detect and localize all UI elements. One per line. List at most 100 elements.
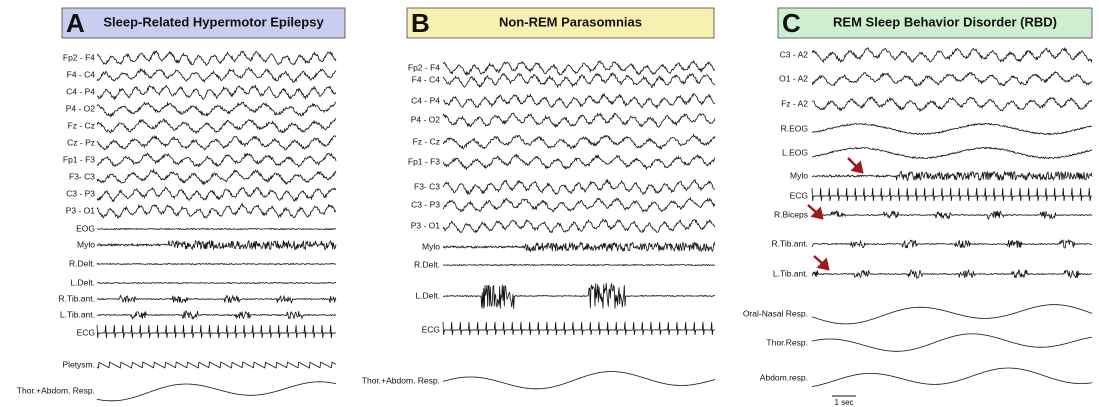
channel-label: R.Delt. [69,258,95,268]
channel-label: Fp2 - F4 [408,62,440,72]
trace [96,50,337,66]
trace [811,367,1092,387]
annotation-arrows [807,157,864,271]
trace [442,93,716,110]
channel-label: P4 - O2 [66,103,96,113]
arrow-head [810,206,824,220]
trace [442,282,715,309]
channel-label: P4 - O2 [411,114,441,124]
trace [96,101,337,118]
channel-label: Abdom.resp. [760,372,808,382]
channel-label: O1 - A2 [779,73,808,83]
title-box [777,7,1093,39]
channel-label: Fz - Cz [413,136,440,146]
channel-label: C4 - P4 [411,95,440,105]
channel-label: L.Tib.ant. [60,309,95,319]
trace [96,281,337,285]
channel-label: L.Delt. [70,277,95,287]
trace [96,239,337,251]
channel-label: C3 - P3 [66,188,95,198]
trace [96,66,337,84]
panel-letter: B [411,8,430,38]
channel-label: Oral-Nasal Resp. [743,308,808,318]
trace [96,381,337,402]
channel-label: L.Tib.ant. [773,268,808,278]
trace [442,263,716,267]
trace [96,202,337,219]
channel-label: Thor.+Abdom. Resp. [17,385,95,395]
title-box [61,7,346,39]
arrow-head [850,160,864,174]
channel-label: F3- C3 [69,171,95,181]
trace [442,153,716,171]
channel-label: L.Delt. [415,290,440,300]
channel-label: ECG [790,190,808,200]
channel-label: Fz - A2 [781,98,808,108]
channel-label: P3 - O1 [66,205,96,215]
channel-label: C3 - P3 [411,199,440,209]
trace [96,168,337,186]
channel-label: R.Delt. [414,259,440,269]
trace [442,178,716,196]
panel: A Sleep-Related Hypermotor Epilepsy Fp2 - … [17,7,346,402]
trace [96,117,337,134]
channel-label: R.Tib.ant. [771,238,808,248]
trace [811,46,1093,64]
trace [442,218,716,234]
title-box [406,7,715,39]
channel-label: Fp1 - F3 [408,156,440,166]
trace [96,361,337,369]
panel-title: REM Sleep Behavior Disorder (RBD) [833,14,1057,29]
channel-label: C3 - A2 [780,49,809,59]
channel-label: C4 - P4 [66,86,95,96]
channel-label: Thor.Resp. [766,337,808,347]
channel-label: Thor.+Abdom. Resp. [362,375,440,385]
panel-letter: C [782,8,801,38]
panel-title: Non-REM Parasomnias [499,14,642,29]
channel-label: Cz - Pz [67,137,95,147]
channel-label: Mylo [790,170,808,180]
trace [96,186,337,203]
channel-label: F4 - C4 [412,74,441,84]
trace [811,238,1093,249]
channel-label: R.Tib.ant. [58,293,95,303]
arrow-head [816,257,830,271]
channel-label: P3 - O1 [411,220,441,230]
channel-label: R.Biceps [774,209,808,219]
trace [811,187,1093,202]
channel-label: Mylo [422,241,440,251]
trace [96,84,337,101]
trace [811,122,1093,136]
trace [811,71,1093,88]
trace [96,262,337,266]
panel-letter: A [66,8,85,38]
trace [812,146,1093,160]
panel-title: Sleep-Related Hypermotor Epilepsy [103,14,324,29]
trace [96,227,337,231]
trace [442,321,716,336]
channel-label: Fp2 - F4 [63,52,95,62]
channel-label: Pletysm. [62,359,95,369]
trace [96,309,336,321]
channel-label: ECG [422,324,440,334]
channel-label: L.EOG [782,147,808,157]
channel-label: ECG [77,327,95,337]
trace [442,133,716,150]
trace [96,324,337,339]
channel-label: R.EOG [781,123,808,133]
trace [811,209,1093,220]
channel-label: EOG [76,223,95,233]
trace [811,268,1093,280]
channel-label: F3- C3 [414,181,440,191]
trace [442,112,716,129]
panel: B Non-REM Parasomnias Fp2 - F4 F4 - C4 C4 - … [362,7,716,390]
trace [96,152,337,168]
panel: C REM Sleep Behavior Disorder (RBD) C3 - A… [743,7,1093,407]
channel-label: F4 - C4 [67,69,96,79]
trace [442,59,716,77]
trace [442,241,716,253]
trace [442,72,716,89]
channel-label: Mylo [77,239,95,249]
trace [811,170,1093,182]
